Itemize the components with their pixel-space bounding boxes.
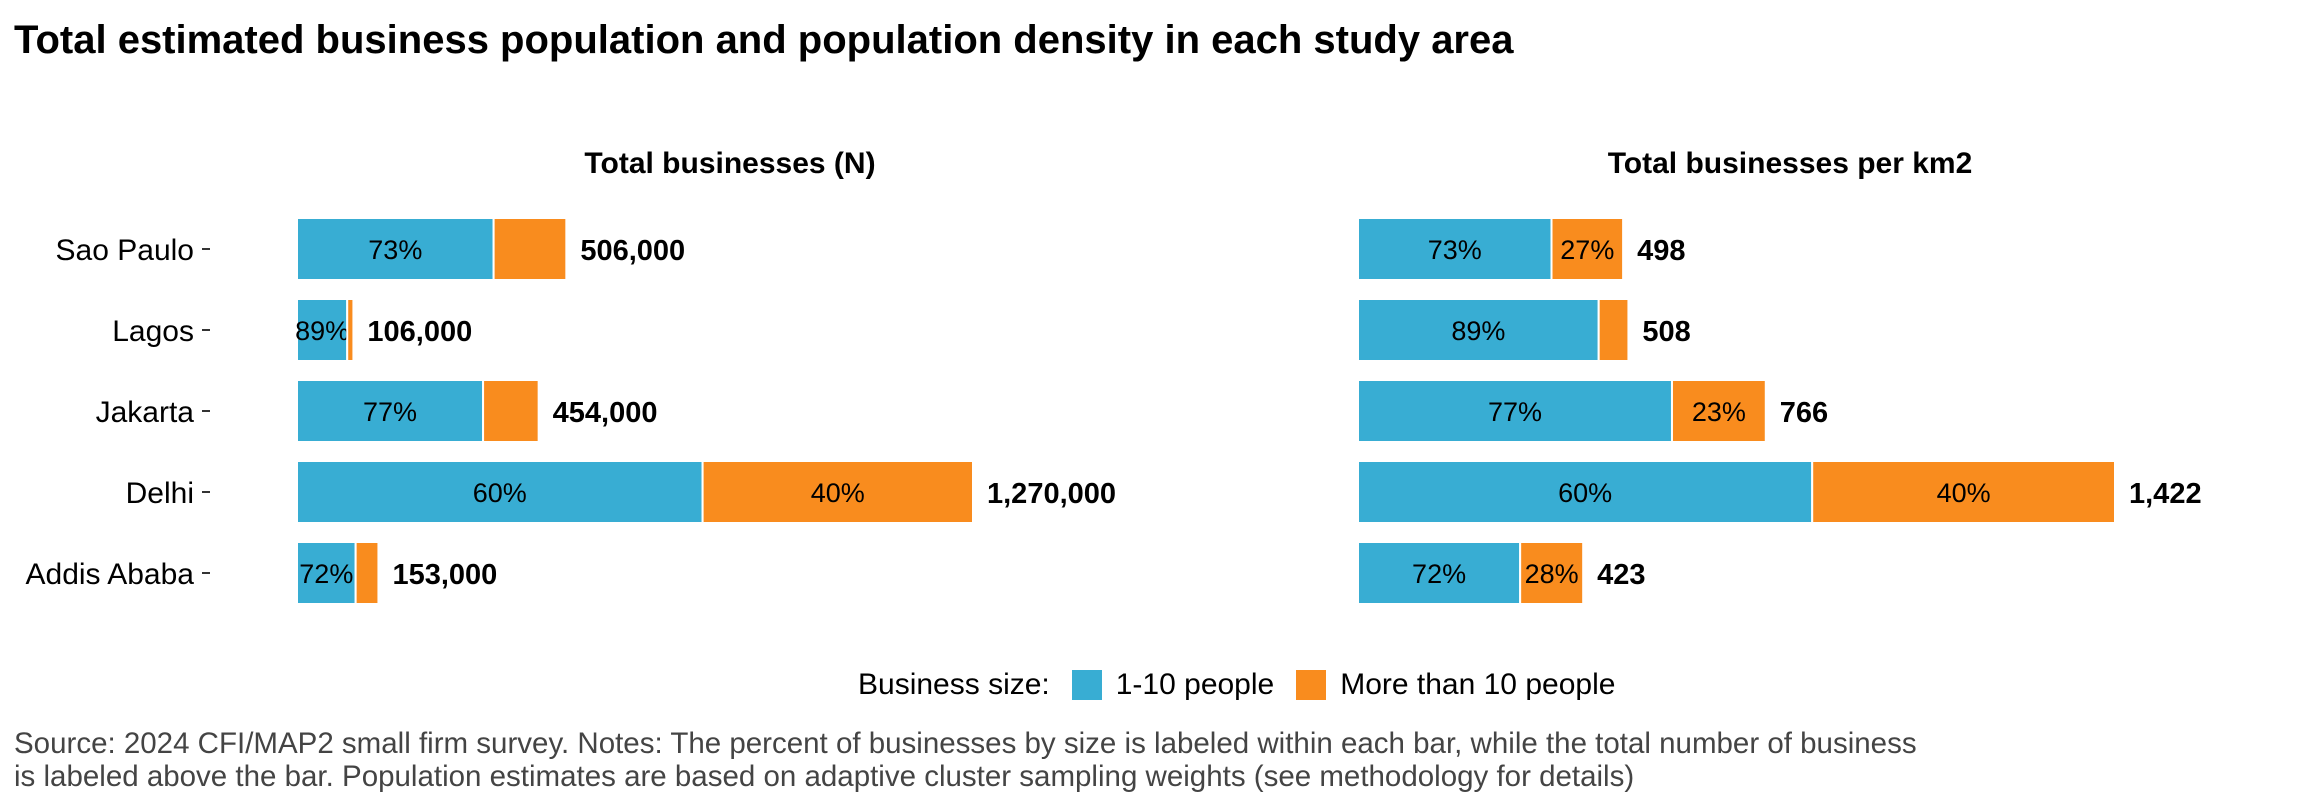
panel-title: Total businesses per km2 xyxy=(1608,147,1973,180)
bar-percent-label: 60% xyxy=(473,478,527,508)
legend-label-small: 1-10 people xyxy=(1115,668,1275,701)
legend-swatch-large xyxy=(1296,670,1327,700)
bar-percent-label: 23% xyxy=(1692,397,1746,427)
bar-total-label: 506,000 xyxy=(580,235,685,267)
bar-percent-label: 89% xyxy=(295,316,349,346)
bar-percent-label: 73% xyxy=(368,235,422,265)
y-tick-label: Sao Paulo xyxy=(56,234,194,267)
panel-title: Total businesses (N) xyxy=(584,147,875,180)
source-line-2: is labeled above the bar. Population est… xyxy=(14,760,1635,793)
bar-total-label: 423 xyxy=(1597,559,1645,591)
bar-percent-label: 73% xyxy=(1428,235,1482,265)
bar-percent-label: 28% xyxy=(1525,559,1579,589)
bar-percent-label: 27% xyxy=(1560,235,1614,265)
bar-percent-label: 40% xyxy=(1937,478,1991,508)
legend-label-large: More than 10 people xyxy=(1340,668,1616,701)
bar-segment xyxy=(296,541,357,605)
bar-segment xyxy=(492,217,568,281)
bar-segment xyxy=(1550,217,1625,281)
legend-swatch-small xyxy=(1071,670,1102,700)
bar-segment xyxy=(1670,379,1767,443)
bar-segment xyxy=(296,379,485,443)
bar-segment xyxy=(1357,379,1673,443)
bar-total-label: 153,000 xyxy=(392,559,497,591)
bar-segment xyxy=(1519,541,1585,605)
bar-segment xyxy=(482,379,540,443)
legend: Business size: 1-10 people More than 10 … xyxy=(858,668,1623,702)
y-tick-label: Delhi xyxy=(126,477,194,510)
bar-segment xyxy=(1357,460,1814,524)
bar-segment xyxy=(296,460,704,524)
bar-total-label: 1,270,000 xyxy=(987,478,1116,510)
bar-total-label: 1,422 xyxy=(2129,478,2202,510)
bar-segment xyxy=(354,541,380,605)
bar-total-label: 454,000 xyxy=(553,397,658,429)
bar-percent-label: 40% xyxy=(811,478,865,508)
chart-title: Total estimated business population and … xyxy=(14,18,1514,62)
bar-segment xyxy=(1357,541,1522,605)
bar-total-label: 498 xyxy=(1637,235,1685,267)
legend-title: Business size: xyxy=(858,668,1050,701)
bar-segment xyxy=(1357,217,1553,281)
bar-percent-label: 60% xyxy=(1558,478,1612,508)
bar-total-label: 766 xyxy=(1780,397,1828,429)
bar-percent-label: 72% xyxy=(1412,559,1466,589)
bar-total-label: 106,000 xyxy=(367,316,472,348)
bar-segment xyxy=(346,298,355,362)
source-note: Source: 2024 CFI/MAP2 small firm survey.… xyxy=(14,727,2294,793)
bar-percent-label: 89% xyxy=(1451,316,1505,346)
bar-percent-label: 72% xyxy=(299,559,353,589)
bar-segment xyxy=(296,298,349,362)
bar-percent-label: 77% xyxy=(363,397,417,427)
y-tick-label: Lagos xyxy=(112,315,194,348)
source-line-1: Source: 2024 CFI/MAP2 small firm survey.… xyxy=(14,727,1917,760)
bar-total-label: 508 xyxy=(1642,316,1690,348)
y-tick-label: Jakarta xyxy=(96,396,195,429)
bar-segment xyxy=(701,460,974,524)
y-tick-label: Addis Ababa xyxy=(26,558,195,591)
bar-segment xyxy=(1811,460,2116,524)
bar-percent-label: 77% xyxy=(1488,397,1542,427)
bar-segment xyxy=(1597,298,1630,362)
